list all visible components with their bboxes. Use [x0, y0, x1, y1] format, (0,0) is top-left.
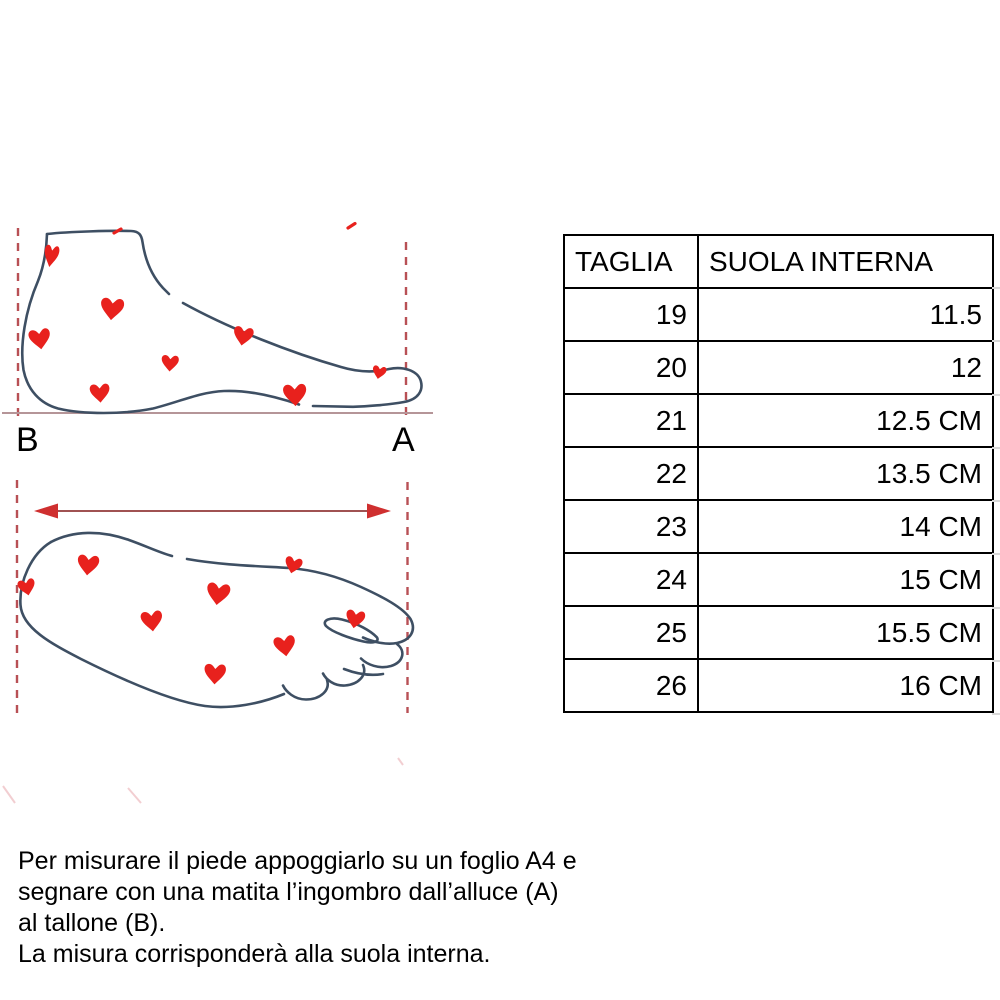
foot-outline — [20, 229, 423, 415]
suola-interna-cell: 14 CM — [697, 499, 994, 554]
size-table-header-row: TAGLIA SUOLA INTERNA — [563, 234, 994, 289]
measure-arrow — [34, 503, 391, 519]
size-table-row: 25 15.5 CM — [563, 605, 994, 660]
size-table-row: 21 12.5 CM — [563, 393, 994, 448]
suola-interna-cell: 11.5 — [697, 287, 994, 342]
heart-icon — [231, 325, 255, 348]
instruction-line: al tallone (B). — [18, 909, 166, 937]
suola-interna-cell: 12 — [697, 340, 994, 395]
gridline-stub — [992, 500, 1000, 502]
size-table-row: 24 15 CM — [563, 552, 994, 607]
heart-tick — [112, 227, 123, 235]
taglia-cell: 19 — [563, 287, 699, 342]
gridline-stub — [992, 660, 1000, 662]
taglia-cell: 25 — [563, 605, 699, 660]
heart-icon — [76, 554, 100, 577]
heart-icon — [140, 610, 164, 633]
heart-pattern — [16, 554, 366, 685]
gridline-stub — [992, 394, 1000, 396]
instruction-line: Per misurare il piede appoggiarlo su un … — [18, 847, 577, 875]
heart-icon — [203, 663, 227, 685]
gridline-stub — [992, 607, 1000, 609]
size-table-row: 26 16 CM — [563, 658, 994, 713]
column-header-suola-interna: SUOLA INTERNA — [697, 234, 994, 289]
gridline-stub — [992, 713, 1000, 715]
taglia-cell: 26 — [563, 658, 699, 713]
heart-icon — [160, 354, 180, 373]
suola-interna-cell: 16 CM — [697, 658, 994, 713]
taglia-cell: 20 — [563, 340, 699, 395]
suola-interna-cell: 13.5 CM — [697, 446, 994, 501]
foot-outline — [19, 531, 415, 709]
heart-icon — [205, 581, 232, 607]
arrow-head-left — [34, 503, 58, 519]
top-view-foot-illustration — [2, 480, 415, 804]
gridline-stub — [992, 447, 1000, 449]
heart-pattern — [27, 221, 388, 407]
suola-interna-cell: 15.5 CM — [697, 605, 994, 660]
column-header-taglia: TAGLIA — [563, 234, 699, 289]
heart-icon — [99, 297, 125, 322]
heart-tick — [346, 221, 357, 230]
size-table-row: 19 11.5 — [563, 287, 994, 342]
taglia-cell: 24 — [563, 552, 699, 607]
size-table-body: 19 11.5 20 12 21 12.5 CM 22 13.5 CM 23 14 CM 24 15 … — [563, 287, 994, 713]
heart-icon — [282, 555, 304, 576]
heart-icon — [27, 327, 52, 351]
size-table: TAGLIA SUOLA INTERNA 19 11.5 20 12 21 12.5 CM… — [563, 234, 994, 713]
point-a-label: A — [392, 421, 415, 459]
gridline-stub — [992, 340, 1000, 342]
side-view-foot-illustration — [2, 221, 433, 418]
suola-interna-cell: 12.5 CM — [697, 393, 994, 448]
instruction-line: La misura corrisponderà alla suola inter… — [18, 940, 491, 968]
gridline-stub — [992, 553, 1000, 555]
size-table-row: 20 12 — [563, 340, 994, 395]
point-b-label: B — [16, 421, 39, 459]
suola-interna-cell: 15 CM — [697, 552, 994, 607]
size-table-row: 23 14 CM — [563, 499, 994, 554]
gridline-stub — [992, 287, 1000, 289]
scan-smudges — [2, 757, 404, 804]
measuring-instructions: Per misurare il piede appoggiarlo su un … — [18, 846, 577, 970]
taglia-cell: 21 — [563, 393, 699, 448]
heart-icon — [272, 634, 297, 658]
size-table-row: 22 13.5 CM — [563, 446, 994, 501]
arrow-head-right — [367, 503, 391, 519]
taglia-cell: 23 — [563, 499, 699, 554]
spreadsheet-gridline-stubs — [992, 234, 1000, 716]
instruction-line: segnare con una matita l’ingombro dall’a… — [18, 878, 559, 906]
heart-icon — [89, 383, 111, 404]
heart-icon — [282, 383, 308, 407]
taglia-cell: 22 — [563, 446, 699, 501]
